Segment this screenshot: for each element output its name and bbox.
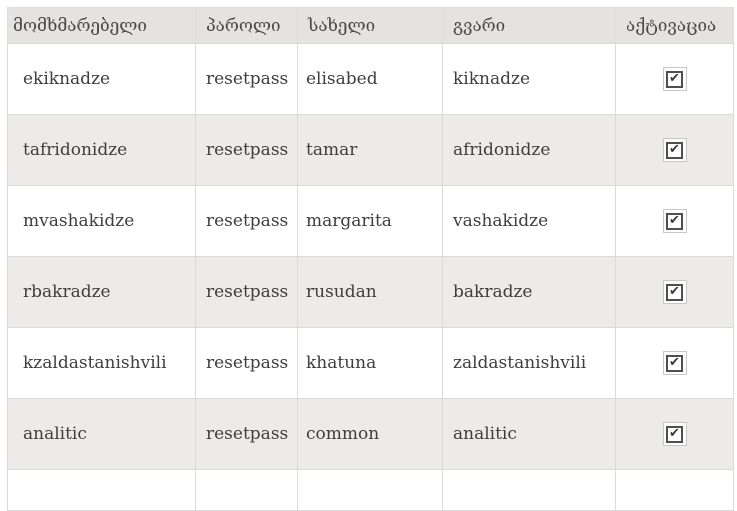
surname-cell: afridonidze — [442, 114, 616, 186]
surname-cell: vashakidze — [442, 185, 616, 257]
password-cell — [195, 469, 298, 511]
firstname-cell: common — [297, 398, 443, 470]
activation-cell: ✔ — [615, 327, 734, 399]
username-cell: kzaldastanishvili — [7, 327, 196, 399]
table-row: tafridonidze resetpass tamar afridonidze… — [7, 114, 734, 186]
users-table-container: მომხმარებელი პაროლი სახელი გვარი აქტივაც… — [7, 7, 734, 511]
activation-cell: ✔ — [615, 43, 734, 115]
header-row: მომხმარებელი პაროლი სახელი გვარი აქტივაც… — [7, 7, 734, 44]
surname-cell: zaldastanishvili — [442, 327, 616, 399]
checkmark-glyph: ✔ — [669, 212, 680, 228]
column-header-firstname: სახელი — [297, 7, 443, 44]
firstname-cell: elisabed — [297, 43, 443, 115]
checkmark-glyph: ✔ — [669, 70, 680, 86]
activation-cell: ✔ — [615, 398, 734, 470]
password-cell: resetpass — [195, 185, 298, 257]
checkbox-checked-icon: ✔ — [666, 425, 683, 443]
password-cell: resetpass — [195, 256, 298, 328]
checkbox-checked-icon: ✔ — [666, 283, 683, 301]
checkbox-checked-icon: ✔ — [666, 212, 683, 230]
activation-cell — [615, 469, 734, 511]
checkmark-glyph: ✔ — [669, 425, 680, 441]
activation-cell: ✔ — [615, 256, 734, 328]
surname-cell: bakradze — [442, 256, 616, 328]
table-row: kzaldastanishvili resetpass khatuna zald… — [7, 327, 734, 399]
password-cell: resetpass — [195, 398, 298, 470]
surname-cell — [442, 469, 616, 511]
users-table: მომხმარებელი პაროლი სახელი გვარი აქტივაც… — [7, 7, 734, 511]
surname-cell: analitic — [442, 398, 616, 470]
column-header-username: მომხმარებელი — [7, 7, 196, 44]
activation-cell: ✔ — [615, 185, 734, 257]
table-row-partial — [7, 469, 734, 511]
column-header-password: პაროლი — [195, 7, 298, 44]
checkmark-glyph: ✔ — [669, 354, 680, 370]
firstname-cell: rusudan — [297, 256, 443, 328]
username-cell: analitic — [7, 398, 196, 470]
surname-cell: kiknadze — [442, 43, 616, 115]
table-header: მომხმარებელი პაროლი სახელი გვარი აქტივაც… — [7, 7, 734, 44]
activation-checkbox[interactable]: ✔ — [662, 351, 687, 375]
username-cell: ekiknadze — [7, 43, 196, 115]
firstname-cell: khatuna — [297, 327, 443, 399]
column-header-activation: აქტივაცია — [615, 7, 734, 44]
checkbox-checked-icon: ✔ — [666, 141, 683, 159]
username-cell — [7, 469, 196, 511]
activation-checkbox[interactable]: ✔ — [662, 280, 687, 304]
activation-checkbox[interactable]: ✔ — [662, 422, 687, 446]
activation-checkbox[interactable]: ✔ — [662, 67, 687, 91]
username-cell: tafridonidze — [7, 114, 196, 186]
table-row: mvashakidze resetpass margarita vashakid… — [7, 185, 734, 257]
checkbox-checked-icon: ✔ — [666, 354, 683, 372]
password-cell: resetpass — [195, 327, 298, 399]
firstname-cell — [297, 469, 443, 511]
table-row: analitic resetpass common analitic ✔ — [7, 398, 734, 470]
checkmark-glyph: ✔ — [669, 283, 680, 299]
activation-cell: ✔ — [615, 114, 734, 186]
checkmark-glyph: ✔ — [669, 141, 680, 157]
table-row: ekiknadze resetpass elisabed kiknadze ✔ — [7, 43, 734, 115]
table-row: rbakradze resetpass rusudan bakradze ✔ — [7, 256, 734, 328]
firstname-cell: tamar — [297, 114, 443, 186]
activation-checkbox[interactable]: ✔ — [662, 138, 687, 162]
column-header-surname: გვარი — [442, 7, 616, 44]
firstname-cell: margarita — [297, 185, 443, 257]
username-cell: rbakradze — [7, 256, 196, 328]
password-cell: resetpass — [195, 114, 298, 186]
checkbox-checked-icon: ✔ — [666, 70, 683, 88]
password-cell: resetpass — [195, 43, 298, 115]
username-cell: mvashakidze — [7, 185, 196, 257]
activation-checkbox[interactable]: ✔ — [662, 209, 687, 233]
